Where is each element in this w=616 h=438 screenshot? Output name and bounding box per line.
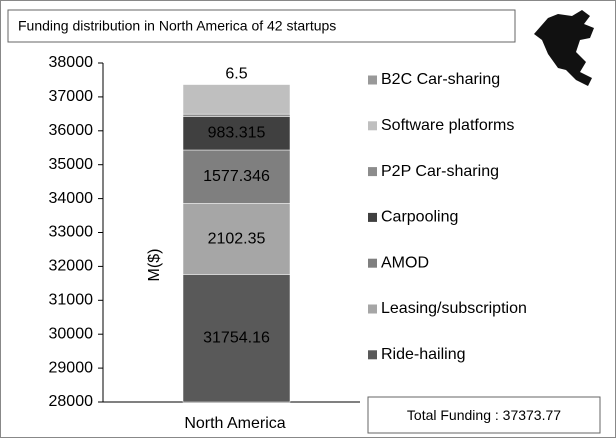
- legend-swatch: [368, 212, 377, 222]
- y-tick-label: 37000: [49, 88, 94, 105]
- y-tick-label: 36000: [49, 122, 94, 139]
- y-tick-label: 34000: [49, 190, 94, 207]
- y-tick-label: 30000: [49, 325, 94, 342]
- bar-segment: [182, 149, 291, 204]
- x-tick-label: North America: [184, 415, 285, 432]
- legend-label: P2P Car-sharing: [381, 163, 499, 180]
- total-text: Total Funding : 37373.77: [407, 407, 561, 423]
- y-tick-label: 28000: [49, 393, 94, 410]
- bar-segment: [182, 84, 291, 115]
- title-box: [7, 9, 516, 43]
- y-tick-label: 33000: [49, 224, 94, 241]
- legend-swatch: [368, 167, 377, 177]
- bar-segment: [182, 203, 291, 275]
- y-tick-label: 32000: [49, 258, 94, 275]
- data-label: 2102.35: [208, 230, 266, 247]
- data-label: 983.315: [208, 125, 266, 142]
- legend-label: Carpooling: [381, 209, 458, 226]
- y-axis-label: M($): [146, 249, 163, 282]
- chart-title: Funding distribution in North America of…: [18, 18, 336, 34]
- legend-swatch: [368, 121, 377, 131]
- data-label: 6.5: [225, 65, 247, 82]
- legend-swatch: [368, 304, 377, 314]
- data-label: 1577.346: [203, 168, 270, 185]
- legend-label: Leasing/subscription: [381, 300, 527, 317]
- total-box: [367, 396, 601, 434]
- legend-label: Software platforms: [381, 117, 514, 134]
- legend-swatch: [368, 75, 377, 85]
- total-label: Total Funding :: [407, 407, 499, 423]
- legend-swatch: [368, 258, 377, 268]
- legend-swatch: [368, 350, 377, 360]
- bar-segment: [182, 274, 291, 403]
- bar-segment: [182, 116, 291, 151]
- y-tick-label: 31000: [49, 292, 94, 309]
- y-tick-label: 38000: [49, 54, 94, 71]
- legend-label: B2C Car-sharing: [381, 71, 500, 88]
- legend-label: Ride-hailing: [381, 346, 466, 363]
- y-tick-label: 29000: [49, 359, 94, 376]
- legend-label: AMOD: [381, 254, 429, 271]
- bar-segment: [182, 113, 291, 117]
- map-icon: [534, 10, 594, 86]
- total-value: 37373.77: [503, 407, 562, 423]
- data-label: 31754.16: [203, 330, 270, 347]
- y-tick-label: 35000: [49, 156, 94, 173]
